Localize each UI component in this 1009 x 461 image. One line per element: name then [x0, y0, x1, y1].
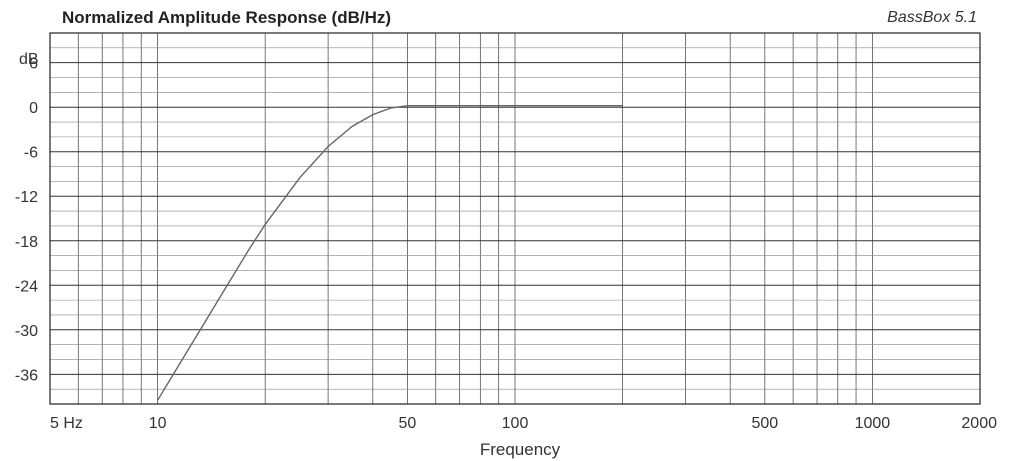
y-tick-label: -24 [15, 278, 38, 295]
chart-title: Normalized Amplitude Response (dB/Hz) [62, 8, 392, 27]
x-tick-labels: 5 Hz 10 50 100 500 1000 2000 [50, 415, 997, 432]
y-axis-label: dB [19, 51, 39, 68]
x-tick-label: 500 [751, 415, 778, 432]
y-tick-label: -6 [24, 145, 38, 162]
y-tick-labels: 6 0 -6 -12 -18 -24 -30 -36 [15, 56, 38, 385]
plot-frame [49, 32, 981, 405]
y-tick-label: -36 [15, 367, 38, 384]
brand-label: BassBox 5.1 [887, 9, 977, 26]
x-tick-label: 1000 [855, 415, 891, 432]
x-tick-label: 5 Hz [50, 415, 83, 432]
x-tick-label: 50 [399, 415, 417, 432]
x-tick-label: 2000 [961, 415, 997, 432]
y-tick-label: -12 [15, 189, 38, 206]
x-tick-label: 100 [502, 415, 529, 432]
y-tick-label: -18 [15, 234, 38, 251]
response-curve [157, 104, 623, 401]
grid [49, 32, 981, 405]
series-group [157, 104, 623, 401]
y-tick-label: 6 [29, 56, 38, 73]
x-axis-label: Frequency [480, 440, 561, 459]
x-tick-label: 10 [149, 415, 167, 432]
y-tick-label: 0 [29, 100, 38, 117]
y-tick-label: -30 [15, 323, 38, 340]
